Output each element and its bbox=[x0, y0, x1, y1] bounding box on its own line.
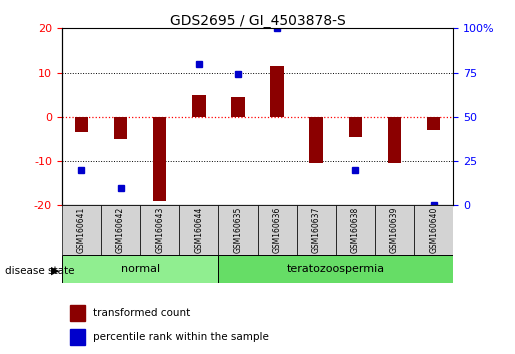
FancyBboxPatch shape bbox=[179, 205, 218, 255]
Text: GSM160641: GSM160641 bbox=[77, 207, 86, 253]
Text: normal: normal bbox=[121, 264, 160, 274]
Text: GSM160638: GSM160638 bbox=[351, 207, 360, 253]
Text: GSM160635: GSM160635 bbox=[233, 207, 243, 253]
FancyBboxPatch shape bbox=[62, 205, 101, 255]
FancyBboxPatch shape bbox=[218, 255, 453, 283]
Text: GSM160636: GSM160636 bbox=[272, 207, 282, 253]
FancyBboxPatch shape bbox=[218, 205, 258, 255]
Text: teratozoospermia: teratozoospermia bbox=[287, 264, 385, 274]
Text: disease state: disease state bbox=[5, 266, 75, 276]
Bar bbox=[427, 117, 440, 130]
FancyBboxPatch shape bbox=[297, 205, 336, 255]
Bar bbox=[70, 305, 85, 321]
FancyBboxPatch shape bbox=[140, 205, 179, 255]
Text: GSM160639: GSM160639 bbox=[390, 207, 399, 253]
Text: GSM160642: GSM160642 bbox=[116, 207, 125, 253]
FancyBboxPatch shape bbox=[62, 255, 218, 283]
Bar bbox=[192, 95, 205, 117]
Bar bbox=[310, 117, 323, 163]
Text: GSM160637: GSM160637 bbox=[312, 207, 321, 253]
Bar bbox=[75, 117, 88, 132]
FancyBboxPatch shape bbox=[336, 205, 375, 255]
FancyBboxPatch shape bbox=[101, 205, 140, 255]
Text: GDS2695 / GI_4503878-S: GDS2695 / GI_4503878-S bbox=[169, 14, 346, 28]
FancyBboxPatch shape bbox=[258, 205, 297, 255]
Bar bbox=[153, 117, 166, 201]
FancyBboxPatch shape bbox=[375, 205, 414, 255]
Text: transformed count: transformed count bbox=[93, 308, 191, 318]
Bar bbox=[270, 66, 284, 117]
Bar bbox=[231, 97, 245, 117]
Bar bbox=[114, 117, 127, 139]
Text: ▶: ▶ bbox=[50, 266, 59, 276]
Text: GSM160643: GSM160643 bbox=[155, 207, 164, 253]
Text: GSM160640: GSM160640 bbox=[429, 207, 438, 253]
FancyBboxPatch shape bbox=[414, 205, 453, 255]
Text: GSM160644: GSM160644 bbox=[194, 207, 203, 253]
Bar bbox=[388, 117, 401, 163]
Text: percentile rank within the sample: percentile rank within the sample bbox=[93, 332, 269, 342]
Bar bbox=[70, 329, 85, 345]
Bar bbox=[349, 117, 362, 137]
